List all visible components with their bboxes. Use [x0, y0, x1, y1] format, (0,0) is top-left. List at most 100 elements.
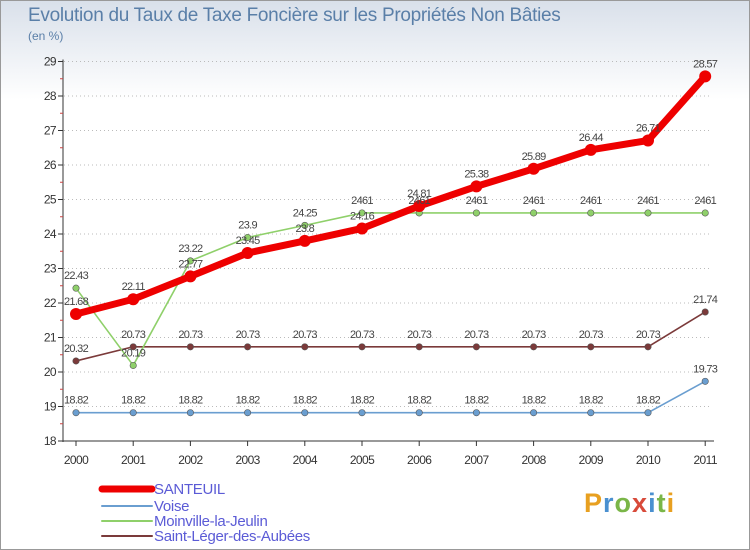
- data-label-SANTEUIL-2000: 21.68: [64, 296, 89, 308]
- x-tick-label-2010: 2010: [636, 453, 661, 467]
- data-point-Voise-2007: [472, 409, 480, 417]
- data-label-Moinville-la-Jeulin-2004: 24.25: [293, 207, 318, 219]
- data-label-Moinville-la-Jeulin-2006: 2461: [408, 195, 430, 207]
- series-line-SANTEUIL: [72, 72, 709, 318]
- data-point-Moinville-la-Jeulin-2008: [530, 209, 538, 217]
- data-point-Saint-Léger-des-Aubées-2010: [644, 343, 652, 351]
- data-label-Moinville-la-Jeulin-2000: 22.43: [64, 270, 89, 282]
- proxiti-logo: Proxiti: [584, 488, 676, 518]
- data-label-Moinville-la-Jeulin-2011: 2461: [694, 195, 716, 207]
- data-point-Saint-Léger-des-Aubées-2009: [587, 343, 595, 351]
- chart-title: Evolution du Taux de Taxe Foncière sur l…: [28, 5, 561, 26]
- data-label-SANTEUIL-2001: 22.11: [122, 281, 146, 293]
- x-tick-label-2004: 2004: [293, 453, 318, 467]
- data-label-Saint-Léger-des-Aubées-2008: 20.73: [522, 329, 547, 341]
- data-point-Voise-2000: [72, 409, 80, 417]
- y-tick-label-25: 25: [44, 193, 57, 207]
- data-label-SANTEUIL-2003: 23.45: [236, 235, 261, 247]
- data-point-Voise-2003: [244, 409, 252, 417]
- data-point-SANTEUIL-2006: [413, 200, 426, 213]
- data-point-Voise-2001: [129, 409, 137, 417]
- data-label-Saint-Léger-des-Aubées-2006: 20.73: [407, 329, 432, 341]
- data-point-Voise-2008: [530, 409, 538, 417]
- data-label-Saint-Léger-des-Aubées-2001: 20.73: [121, 329, 146, 341]
- y-tick-label-24: 24: [44, 227, 57, 241]
- data-label-Voise-2008: 18.82: [522, 395, 547, 407]
- data-label-Voise-2005: 18.82: [350, 395, 375, 407]
- data-label-SANTEUIL-2010: 26.71: [636, 123, 661, 135]
- data-point-SANTEUIL-2011: [699, 70, 712, 83]
- data-label-Moinville-la-Jeulin-2001: 20.19: [121, 347, 146, 359]
- chart-unit-label: (en %): [28, 29, 64, 43]
- data-label-SANTEUIL-2006: 24.81: [407, 188, 432, 200]
- data-label-Saint-Léger-des-Aubées-2009: 20.73: [579, 329, 604, 341]
- data-point-Moinville-la-Jeulin-2011: [701, 209, 709, 217]
- series-line-Moinville-la-Jeulin: [75, 212, 707, 367]
- y-tick-label-27: 27: [44, 124, 57, 138]
- data-point-Saint-Léger-des-Aubées-2002: [186, 343, 194, 351]
- data-point-Voise-2009: [587, 409, 595, 417]
- data-label-Voise-2010: 18.82: [636, 395, 661, 407]
- x-tick-label-2003: 2003: [235, 453, 260, 467]
- y-tick-label-23: 23: [44, 262, 57, 276]
- x-tick-label-2005: 2005: [350, 453, 375, 467]
- data-point-Voise-2002: [186, 409, 194, 417]
- y-tick-label-22: 22: [44, 296, 57, 310]
- data-point-Voise-2004: [301, 409, 309, 417]
- x-tick-label-2002: 2002: [178, 453, 203, 467]
- data-label-Moinville-la-Jeulin-2003: 23.9: [238, 219, 257, 231]
- data-point-Saint-Léger-des-Aubées-2000: [72, 357, 80, 365]
- data-point-SANTEUIL-2001: [127, 293, 140, 306]
- data-point-Voise-2005: [358, 409, 366, 417]
- data-label-SANTEUIL-2009: 26.44: [579, 132, 604, 144]
- data-point-SANTEUIL-2003: [241, 246, 254, 259]
- y-tick-label-29: 29: [44, 55, 57, 69]
- data-label-Voise-2006: 18.82: [407, 395, 432, 407]
- data-point-Saint-Léger-des-Aubées-2003: [244, 343, 252, 351]
- data-point-Moinville-la-Jeulin-2009: [587, 209, 595, 217]
- data-label-Moinville-la-Jeulin-2009: 2461: [580, 195, 602, 207]
- data-label-SANTEUIL-2002: 22.77: [178, 258, 203, 270]
- y-tick-label-28: 28: [44, 89, 57, 103]
- x-tick-label-2000: 2000: [64, 453, 89, 467]
- legend-label-Moinville-la-Jeulin: Moinville-la-Jeulin: [154, 513, 268, 530]
- data-point-Saint-Léger-des-Aubées-2006: [415, 343, 423, 351]
- series-line-Voise: [75, 380, 707, 414]
- data-point-Moinville-la-Jeulin-2001: [129, 361, 137, 369]
- legend-label-Voise: Voise: [154, 498, 189, 515]
- data-point-Saint-Léger-des-Aubées-2005: [358, 343, 366, 351]
- data-label-Moinville-la-Jeulin-2002: 23.22: [178, 243, 203, 255]
- legend-label-SANTEUIL: SANTEUIL: [154, 481, 225, 498]
- data-label-Voise-2000: 18.82: [64, 395, 89, 407]
- data-label-Saint-Léger-des-Aubées-2002: 20.73: [178, 329, 203, 341]
- data-label-Saint-Léger-des-Aubées-2003: 20.73: [236, 329, 261, 341]
- data-label-Voise-2011: 19.73: [693, 363, 718, 375]
- y-tick-label-20: 20: [44, 365, 57, 379]
- data-point-SANTEUIL-2007: [470, 180, 483, 193]
- data-label-SANTEUIL-2007: 25.38: [464, 168, 489, 180]
- series-line-Saint-Léger-des-Aubées: [75, 311, 707, 362]
- data-point-Moinville-la-Jeulin-2000: [72, 284, 80, 292]
- data-label-Saint-Léger-des-Aubées-2007: 20.73: [464, 329, 489, 341]
- data-point-Saint-Léger-des-Aubées-2007: [472, 343, 480, 351]
- data-point-SANTEUIL-2000: [70, 308, 82, 321]
- legend-label-Saint-Léger-des-Aubées: Saint-Léger-des-Aubées: [154, 528, 310, 545]
- data-label-Voise-2003: 18.82: [236, 395, 261, 407]
- y-tick-label-18: 18: [44, 434, 57, 448]
- data-point-SANTEUIL-2002: [184, 270, 197, 283]
- data-point-SANTEUIL-2009: [584, 143, 597, 156]
- data-label-Voise-2009: 18.82: [579, 395, 604, 407]
- data-point-Moinville-la-Jeulin-2007: [472, 209, 480, 217]
- data-point-Moinville-la-Jeulin-2010: [644, 209, 652, 217]
- y-tick-label-19: 19: [44, 400, 57, 414]
- data-label-SANTEUIL-2004: 23.8: [295, 223, 314, 235]
- x-tick-label-2009: 2009: [579, 453, 604, 467]
- data-label-SANTEUIL-2005: 24.16: [350, 210, 375, 222]
- data-label-Saint-Léger-des-Aubées-2011: 21.74: [693, 294, 718, 306]
- data-point-Moinville-la-Jeulin-2003: [244, 233, 252, 241]
- data-point-Saint-Léger-des-Aubées-2004: [301, 343, 309, 351]
- data-label-Saint-Léger-des-Aubées-2004: 20.73: [293, 329, 318, 341]
- x-tick-label-2001: 2001: [121, 453, 146, 467]
